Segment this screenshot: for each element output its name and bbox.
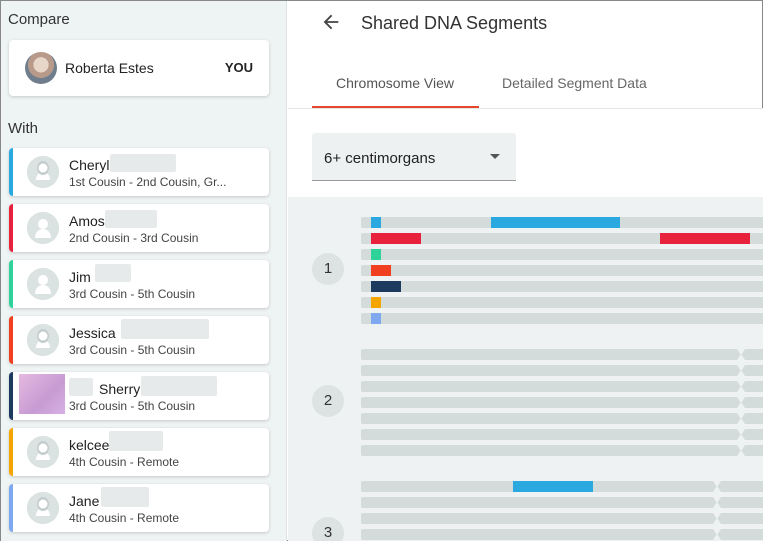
back-arrow-icon[interactable] (320, 11, 342, 33)
match-relationship: 4th Cousin - Remote (69, 511, 180, 525)
female-avatar-icon (27, 156, 59, 188)
match-color-stripe (9, 428, 13, 476)
redacted-prefix (69, 378, 93, 396)
shared-segment[interactable] (491, 217, 620, 228)
chromosome-bar (361, 233, 763, 244)
match-name: Amos (69, 213, 105, 229)
compare-label: Compare (8, 11, 70, 28)
chromosome-bar (361, 313, 763, 324)
centromere (737, 365, 745, 376)
match-card-sherry[interactable]: Sherry 3rd Cousin - 5th Cousin (9, 372, 269, 420)
chromosome-bar (361, 349, 763, 360)
centromere (737, 381, 745, 392)
match-color-stripe (9, 372, 13, 420)
match-color-stripe (9, 204, 13, 252)
active-tab-indicator (312, 106, 479, 108)
you-name: Roberta Estes (65, 60, 154, 76)
centromere (713, 513, 721, 524)
centromere (713, 497, 721, 508)
shared-segment[interactable] (371, 281, 401, 292)
match-name: Jim (69, 269, 91, 285)
match-color-stripe (9, 148, 13, 196)
select-value: 6+ centimorgans (324, 150, 436, 167)
you-card[interactable]: Roberta Estes YOU (9, 40, 269, 96)
page-title: Shared DNA Segments (361, 13, 548, 33)
with-label: With (8, 120, 38, 137)
match-relationship: 3rd Cousin - 5th Cousin (69, 399, 196, 413)
shared-segment[interactable] (371, 265, 391, 276)
chromosome-bar (361, 365, 763, 376)
tab-detailed-segment-data[interactable]: Detailed Segment Data (502, 75, 647, 91)
match-card-cheryl[interactable]: Cheryl 1st Cousin - 2nd Cousin, Gr... (9, 148, 269, 196)
redacted-surname (105, 210, 157, 228)
match-name: Cheryl (69, 157, 110, 173)
redacted-surname (95, 264, 131, 282)
female-avatar-icon (27, 436, 59, 468)
chromosome-number-2: 2 (312, 385, 344, 417)
male-avatar-icon (27, 212, 59, 244)
match-relationship: 3rd Cousin - 5th Cousin (69, 343, 196, 357)
match-card-jim[interactable]: Jim 3rd Cousin - 5th Cousin (9, 260, 269, 308)
match-card-jane[interactable]: Jane 4th Cousin - Remote (9, 484, 269, 532)
you-tag: YOU (224, 60, 253, 75)
chromosome-bar (361, 249, 763, 260)
shared-segment[interactable] (513, 481, 593, 492)
match-name: Jane (69, 493, 100, 509)
match-color-stripe (9, 484, 13, 532)
chromosome-bar (361, 265, 763, 276)
centromere (737, 413, 745, 424)
male-avatar-icon (27, 268, 59, 300)
match-color-stripe (9, 260, 13, 308)
tab-chromosome-view[interactable]: Chromosome View (336, 75, 455, 91)
centromere (713, 529, 721, 540)
match-relationship: 4th Cousin - Remote (69, 455, 180, 469)
match-name: kelcee (69, 437, 110, 453)
shared-segment[interactable] (660, 233, 750, 244)
female-avatar-icon (27, 492, 59, 524)
centromere (737, 349, 745, 360)
chromosome-bar (361, 413, 763, 424)
chromosome-bar (361, 397, 763, 408)
centromere (737, 445, 745, 456)
redacted-surname (101, 487, 149, 507)
chromosome-bar (361, 529, 763, 540)
user-avatar (25, 52, 57, 84)
chromosome-bar (361, 513, 763, 524)
redacted-surname (141, 376, 217, 396)
match-name: Sherry (99, 381, 141, 397)
shared-segment[interactable] (371, 297, 381, 308)
match-name: Jessica (69, 325, 116, 341)
chromosome-bar (361, 497, 763, 508)
match-card-kelcee[interactable]: kelcee 4th Cousin - Remote (9, 428, 269, 476)
centimorgan-filter-select[interactable]: 6+ centimorgans (312, 133, 516, 181)
match-photo (19, 374, 65, 414)
chromosome-bar (361, 381, 763, 392)
chromosome-bar (361, 445, 763, 456)
redacted-surname (109, 431, 163, 451)
shared-segment[interactable] (371, 217, 381, 228)
match-relationship: 2nd Cousin - 3rd Cousin (69, 231, 199, 245)
shared-segment[interactable] (371, 233, 421, 244)
match-color-stripe (9, 316, 13, 364)
chromosome-number-1: 1 (312, 253, 344, 285)
centromere (737, 397, 745, 408)
centromere (713, 481, 721, 492)
redacted-surname (110, 154, 176, 172)
female-avatar-icon (27, 324, 59, 356)
chromosome-bar (361, 297, 763, 308)
match-relationship: 3rd Cousin - 5th Cousin (69, 287, 196, 301)
shared-segment[interactable] (371, 313, 381, 324)
centromere (737, 429, 745, 440)
chromosome-number-3: 3 (312, 517, 344, 541)
match-card-amos[interactable]: Amos 2nd Cousin - 3rd Cousin (9, 204, 269, 252)
tabs-divider (288, 108, 763, 109)
redacted-surname (121, 319, 209, 339)
chromosome-bar (361, 429, 763, 440)
chromosome-bar (361, 281, 763, 292)
match-card-jessica[interactable]: Jessica 3rd Cousin - 5th Cousin (9, 316, 269, 364)
match-relationship: 1st Cousin - 2nd Cousin, Gr... (69, 175, 227, 189)
dropdown-caret-icon (490, 154, 500, 159)
sidebar: Compare Roberta Estes YOU With Cheryl 1s… (1, 1, 287, 541)
shared-segment[interactable] (371, 249, 381, 260)
